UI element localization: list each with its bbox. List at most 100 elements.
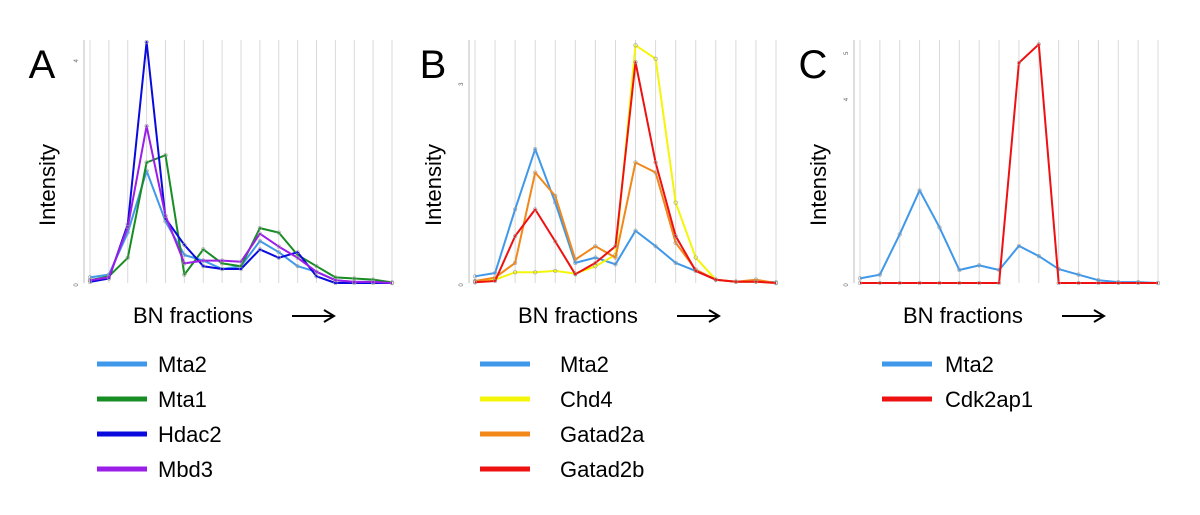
data-point-gatad2b — [713, 277, 718, 282]
data-point-mbd3 — [333, 278, 338, 283]
x-direction-arrowhead — [708, 309, 721, 323]
data-point-mta2 — [897, 232, 902, 237]
data-point-mta2 — [593, 255, 598, 260]
data-point-cdk2ap1 — [1036, 42, 1041, 47]
data-point-mta1 — [201, 247, 206, 252]
data-point-cdk2ap1 — [957, 280, 962, 286]
data-point-hdac2 — [314, 274, 319, 279]
y-tick-label: 4 — [74, 58, 80, 62]
data-point-hdac2 — [182, 242, 187, 247]
data-point-mbd3 — [276, 244, 281, 249]
data-point-mta2 — [513, 207, 518, 212]
data-point-hdac2 — [257, 247, 262, 252]
data-point-mta2 — [673, 260, 678, 266]
data-point-mta2 — [633, 228, 638, 233]
y-tick-label: 0 — [459, 283, 465, 287]
data-point-cdk2ap1 — [877, 280, 882, 286]
data-point-cdk2ap1 — [917, 280, 922, 286]
data-point-mta2 — [857, 276, 863, 281]
data-point-hdac2 — [220, 266, 225, 272]
legend-label-cdk2ap1: Cdk2ap1 — [945, 387, 1033, 412]
data-point-mta2 — [977, 263, 982, 268]
data-point-mta1 — [125, 255, 130, 260]
y-tick-label: 0 — [844, 283, 850, 287]
data-point-mta2 — [937, 225, 942, 230]
data-point-gatad2a — [533, 170, 538, 175]
data-point-mta2 — [472, 274, 478, 279]
data-point-mbd3 — [144, 123, 149, 129]
x-direction-arrowhead — [1093, 309, 1106, 323]
data-point-gatad2b — [653, 160, 658, 165]
data-point-cdk2ap1 — [857, 280, 863, 286]
data-point-cdk2ap1 — [1056, 280, 1061, 286]
data-point-gatad2b — [613, 244, 618, 249]
legend-label-gatad2b: Gatad2b — [560, 457, 644, 482]
data-point-mbd3 — [106, 275, 111, 280]
data-point-gatad2b — [673, 234, 678, 239]
data-point-mbd3 — [201, 258, 206, 263]
data-point-mbd3 — [352, 279, 357, 284]
data-point-chd4 — [633, 43, 638, 48]
legend-label-mta2: Mta2 — [945, 352, 994, 377]
data-point-mta2 — [957, 267, 962, 273]
series-line-mbd3 — [89, 125, 393, 284]
y-axis-label: Intensity — [421, 144, 446, 226]
data-point-mta2 — [917, 188, 922, 193]
panel-letter: C — [799, 43, 828, 87]
data-point-gatad2b — [693, 268, 698, 274]
data-point-gatad2a — [593, 244, 598, 249]
data-point-hdac2 — [144, 39, 149, 45]
data-point-mta2 — [877, 272, 882, 277]
data-point-chd4 — [513, 270, 518, 275]
data-point-cdk2ap1 — [977, 280, 982, 286]
data-point-mbd3 — [371, 279, 376, 284]
data-point-cdk2ap1 — [937, 280, 942, 286]
y-tick-label: 4 — [844, 97, 850, 101]
data-point-gatad2b — [733, 279, 738, 284]
data-point-mbd3 — [220, 258, 225, 263]
data-point-cdk2ap1 — [1136, 280, 1141, 286]
data-point-gatad2a — [513, 260, 518, 266]
x-direction-arrowhead — [323, 309, 336, 323]
series-line-mta2 — [474, 148, 777, 284]
data-point-chd4 — [673, 200, 678, 205]
legend-label-chd4: Chd4 — [560, 387, 613, 412]
data-point-cdk2ap1 — [1096, 280, 1101, 286]
data-point-mbd3 — [182, 261, 187, 266]
panel-A: 0 4 A Intensity BN fractions Mta2 Mta1 Hdac2 Mbd… — [29, 39, 395, 482]
x-axis-label: BN fractions — [518, 303, 638, 328]
series-line-cdk2ap1 — [860, 43, 1158, 284]
data-point-mbd3 — [163, 213, 168, 218]
data-point-gatad2a — [472, 278, 478, 284]
data-point-cdk2ap1 — [1155, 280, 1161, 286]
data-point-hdac2 — [276, 255, 281, 260]
data-point-mbd3 — [238, 259, 244, 264]
panel-B: 0 3 B Intensity BN fractions Mta2 Chd4 Gatad2a G… — [420, 40, 779, 482]
legend-label-mta2: Mta2 — [560, 352, 609, 377]
series-line-hdac2 — [89, 41, 392, 284]
data-point-gatad2a — [633, 160, 638, 165]
data-point-gatad2b — [773, 280, 779, 286]
x-axis-label: BN fractions — [133, 303, 253, 328]
data-point-hdac2 — [295, 250, 300, 255]
data-point-hdac2 — [201, 264, 206, 269]
data-point-gatad2b — [633, 59, 638, 65]
data-point-mta2 — [653, 244, 658, 249]
data-point-cdk2ap1 — [897, 280, 902, 286]
series-line-gatad2a — [474, 161, 777, 284]
data-point-gatad2a — [613, 255, 618, 260]
data-point-gatad2b — [472, 280, 478, 285]
data-point-mta1 — [163, 153, 168, 158]
data-point-gatad2b — [553, 239, 558, 244]
legend-label-mta2: Mta2 — [158, 352, 207, 377]
data-point-mbd3 — [257, 231, 262, 236]
legend-label-mta1: Mta1 — [158, 387, 207, 412]
y-axis-label: Intensity — [35, 144, 60, 226]
data-point-mta1 — [276, 230, 281, 235]
data-point-gatad2b — [533, 207, 538, 212]
series-line-gatad2b — [474, 61, 777, 284]
legend-label-mbd3: Mbd3 — [158, 457, 213, 482]
data-point-gatad2b — [492, 278, 498, 284]
data-point-gatad2b — [573, 272, 578, 277]
data-point-mta2 — [492, 270, 498, 276]
